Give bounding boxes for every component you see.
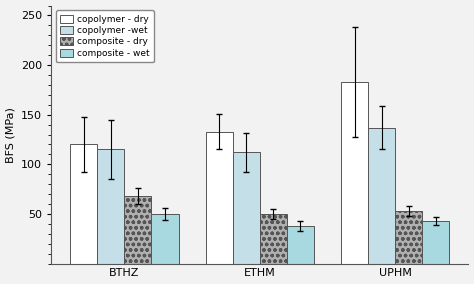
Bar [152,214,179,264]
Bar [368,128,395,264]
Bar [341,82,368,264]
Bar [233,153,260,264]
Bar [124,196,152,264]
Legend: copolymer - dry, copolymer -wet, composite - dry, composite - wet: copolymer - dry, copolymer -wet, composi… [56,10,154,62]
Bar [422,221,449,264]
Bar [260,214,287,264]
Bar [70,145,97,264]
Y-axis label: BFS (MPa): BFS (MPa) [6,106,16,162]
Bar [395,211,422,264]
Bar [206,131,233,264]
Bar [97,149,124,264]
Bar [287,226,314,264]
